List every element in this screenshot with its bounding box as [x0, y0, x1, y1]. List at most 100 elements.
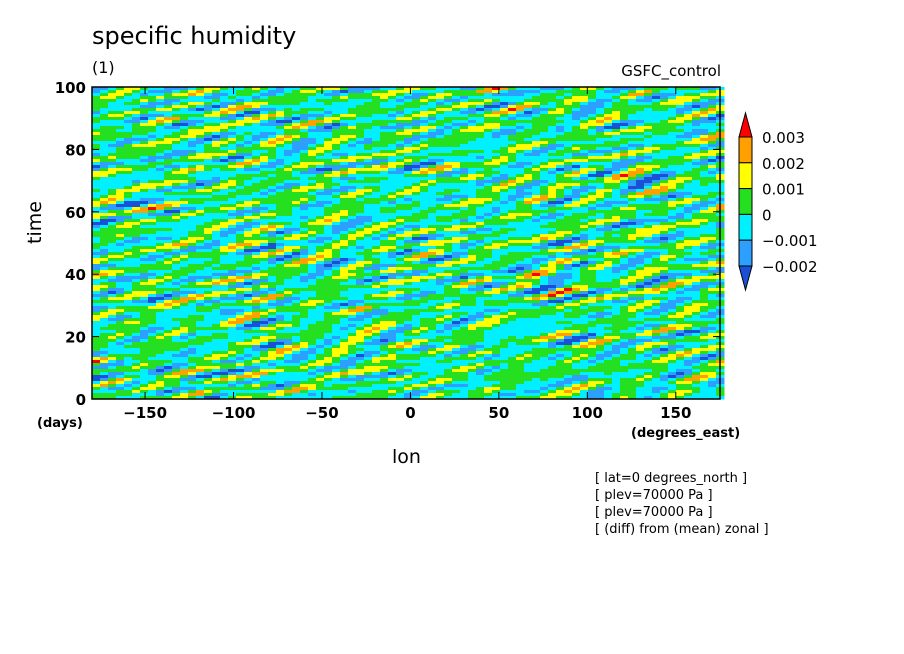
heatmap-cell	[348, 159, 357, 163]
heatmap-cell	[420, 114, 429, 118]
heatmap-cell	[316, 270, 325, 274]
heatmap-cell	[260, 249, 269, 253]
heatmap-cell	[452, 141, 461, 145]
heatmap-cell	[612, 90, 621, 94]
heatmap-cell	[492, 204, 501, 208]
heatmap-cell	[372, 156, 381, 160]
heatmap-cell	[308, 228, 317, 232]
heatmap-cell	[188, 267, 197, 271]
heatmap-cell	[228, 105, 237, 109]
heatmap-cell	[308, 240, 317, 244]
heatmap-cell	[108, 207, 117, 211]
heatmap-cell	[284, 102, 293, 106]
heatmap-cell	[516, 189, 525, 193]
heatmap-cell	[700, 210, 709, 214]
heatmap-cell	[596, 267, 605, 271]
heatmap-cell	[356, 252, 365, 256]
heatmap-cell	[228, 213, 237, 217]
heatmap-cell	[388, 264, 397, 268]
heatmap-cell	[364, 180, 373, 184]
heatmap-cell	[708, 141, 717, 145]
heatmap-cell	[164, 207, 173, 211]
heatmap-cell	[588, 234, 597, 238]
heatmap-cell	[420, 90, 429, 94]
heatmap-cell	[588, 156, 597, 160]
heatmap-cell	[228, 243, 237, 247]
heatmap-cell	[388, 213, 397, 217]
heatmap-cell	[636, 237, 645, 241]
heatmap-cell	[660, 102, 669, 106]
heatmap-cell	[316, 150, 325, 154]
heatmap-cell	[412, 171, 421, 175]
heatmap-cell	[708, 249, 717, 253]
heatmap-cell	[220, 141, 229, 145]
heatmap-cell	[612, 258, 621, 262]
heatmap-cell	[684, 114, 693, 118]
heatmap-cell	[572, 216, 581, 220]
heatmap-cell	[516, 231, 525, 235]
heatmap-cell	[140, 216, 149, 220]
heatmap-cell	[324, 114, 333, 118]
heatmap-cell	[452, 99, 461, 103]
heatmap-cell	[428, 222, 437, 226]
heatmap-cell	[548, 183, 557, 187]
heatmap-cell	[260, 177, 269, 181]
heatmap-cell	[420, 138, 429, 142]
heatmap-cell	[372, 189, 381, 193]
heatmap-cell	[580, 204, 589, 208]
heatmap-cell	[332, 117, 341, 121]
heatmap-cell	[556, 177, 565, 181]
heatmap-cell	[708, 243, 717, 247]
heatmap-cell	[268, 228, 277, 232]
heatmap-cell	[676, 273, 685, 277]
heatmap-cell	[396, 159, 405, 163]
heatmap-cell	[372, 147, 381, 151]
heatmap-cell	[100, 237, 109, 241]
heatmap-cell	[244, 210, 253, 214]
heatmap-cell	[612, 195, 621, 199]
heatmap-cell	[628, 249, 637, 253]
heatmap-cell	[452, 129, 461, 133]
heatmap-cell	[532, 135, 541, 139]
heatmap-cell	[412, 117, 421, 121]
heatmap-cell	[116, 93, 125, 97]
heatmap-cell	[316, 174, 325, 178]
heatmap-cell	[660, 267, 669, 271]
heatmap-cell	[164, 231, 173, 235]
heatmap-cell	[484, 99, 493, 103]
heatmap-cell	[396, 213, 405, 217]
heatmap-cell	[188, 150, 197, 154]
heatmap-cell	[228, 258, 237, 262]
heatmap-cell	[452, 120, 461, 124]
heatmap-cell	[332, 126, 341, 130]
heatmap-cell	[388, 225, 397, 229]
heatmap-cell	[356, 132, 365, 136]
heatmap-cell	[540, 111, 549, 115]
heatmap-cell	[468, 201, 477, 205]
heatmap-cell	[412, 141, 421, 145]
heatmap-cell	[508, 216, 517, 220]
heatmap-cell	[396, 258, 405, 262]
heatmap-cell	[548, 201, 557, 205]
heatmap-cell	[644, 183, 653, 187]
heatmap-cell	[548, 147, 557, 151]
heatmap-cell	[364, 138, 373, 142]
heatmap-cell	[316, 192, 325, 196]
heatmap-cell	[204, 195, 213, 199]
heatmap-cell	[148, 165, 157, 169]
heatmap-cell	[428, 249, 437, 253]
heatmap-cell	[156, 132, 165, 136]
heatmap-cell	[156, 99, 165, 103]
heatmap-cell	[428, 129, 437, 133]
heatmap-cell	[404, 120, 413, 124]
heatmap-cell	[604, 144, 613, 148]
heatmap-cell	[412, 240, 421, 244]
heatmap-cell	[564, 198, 573, 202]
heatmap-cell	[604, 117, 613, 121]
heatmap-cell	[124, 273, 133, 277]
heatmap-cell	[340, 240, 349, 244]
heatmap-cell	[324, 195, 333, 199]
heatmap-cell	[532, 192, 541, 196]
heatmap-cell	[284, 120, 293, 124]
heatmap-cell	[428, 171, 437, 175]
